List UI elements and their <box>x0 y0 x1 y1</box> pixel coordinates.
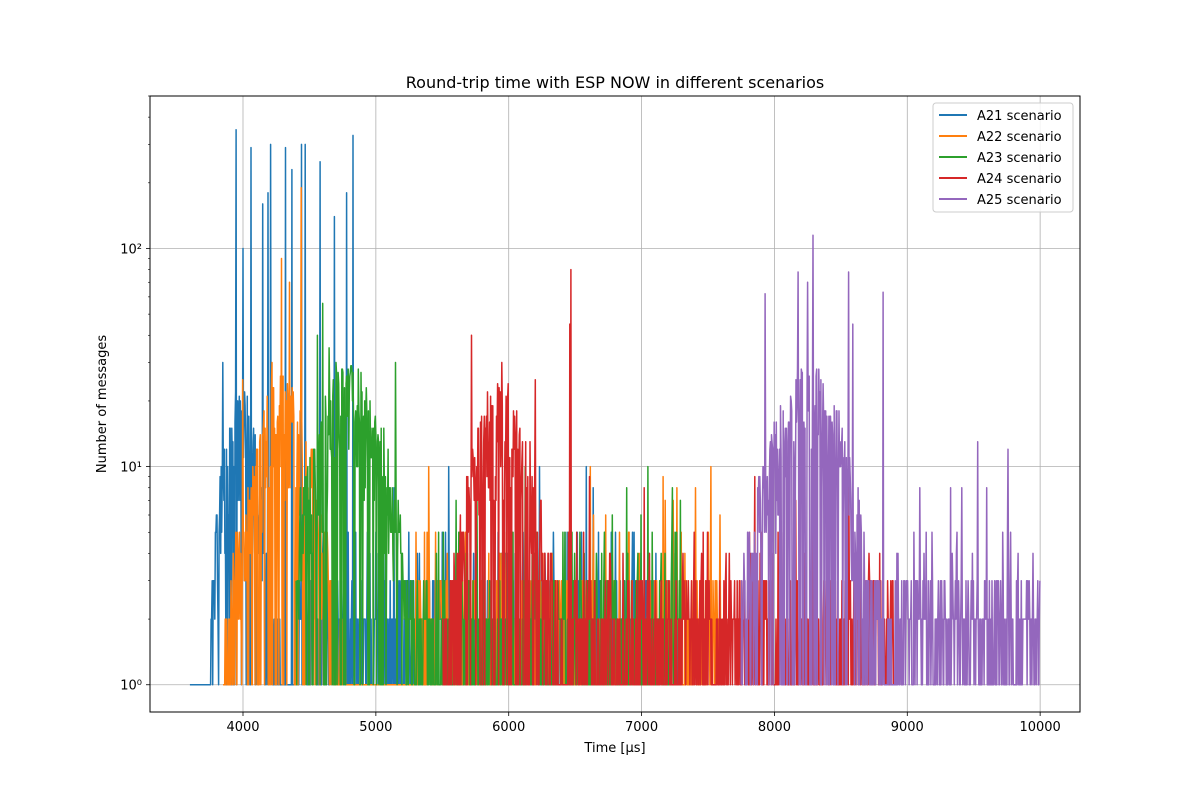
tick-layer: 4000 5000 6000 7000 8000 9000 10000 10⁰ 10¹ 10² <box>120 95 1061 735</box>
x-tick-label: 10000 <box>1019 720 1060 735</box>
x-tick-label: 9000 <box>891 720 924 735</box>
x-tick-label: 7000 <box>625 720 658 735</box>
legend-frame <box>932 102 1074 213</box>
x-tick-label: 6000 <box>492 720 525 735</box>
x-tick-label: 8000 <box>758 720 791 735</box>
legend: A21 scenario A22 scenario A23 scenario A24 … <box>932 102 1074 213</box>
legend-label: A25 scenario <box>977 193 1062 208</box>
y-tick-label: 10¹ <box>120 461 142 476</box>
chart-title: Round-trip time with ESP NOW in differen… <box>406 73 824 92</box>
y-tick-label: 10² <box>120 242 142 257</box>
x-axis-label: Time [µs] <box>583 741 645 756</box>
legend-label: A23 scenario <box>977 151 1062 166</box>
series-line-4 <box>442 268 895 686</box>
series-line-5 <box>740 234 1041 686</box>
legend-label: A24 scenario <box>977 172 1062 187</box>
x-tick-label: 5000 <box>359 720 392 735</box>
y-tick-label: 10⁰ <box>120 679 142 694</box>
y-axis-label: Number of messages <box>95 335 110 473</box>
legend-label: A22 scenario <box>977 130 1062 145</box>
x-tick-label: 4000 <box>226 720 259 735</box>
plot-area <box>189 129 1041 686</box>
legend-label: A21 scenario <box>977 109 1062 124</box>
axes-frame <box>149 95 1081 713</box>
